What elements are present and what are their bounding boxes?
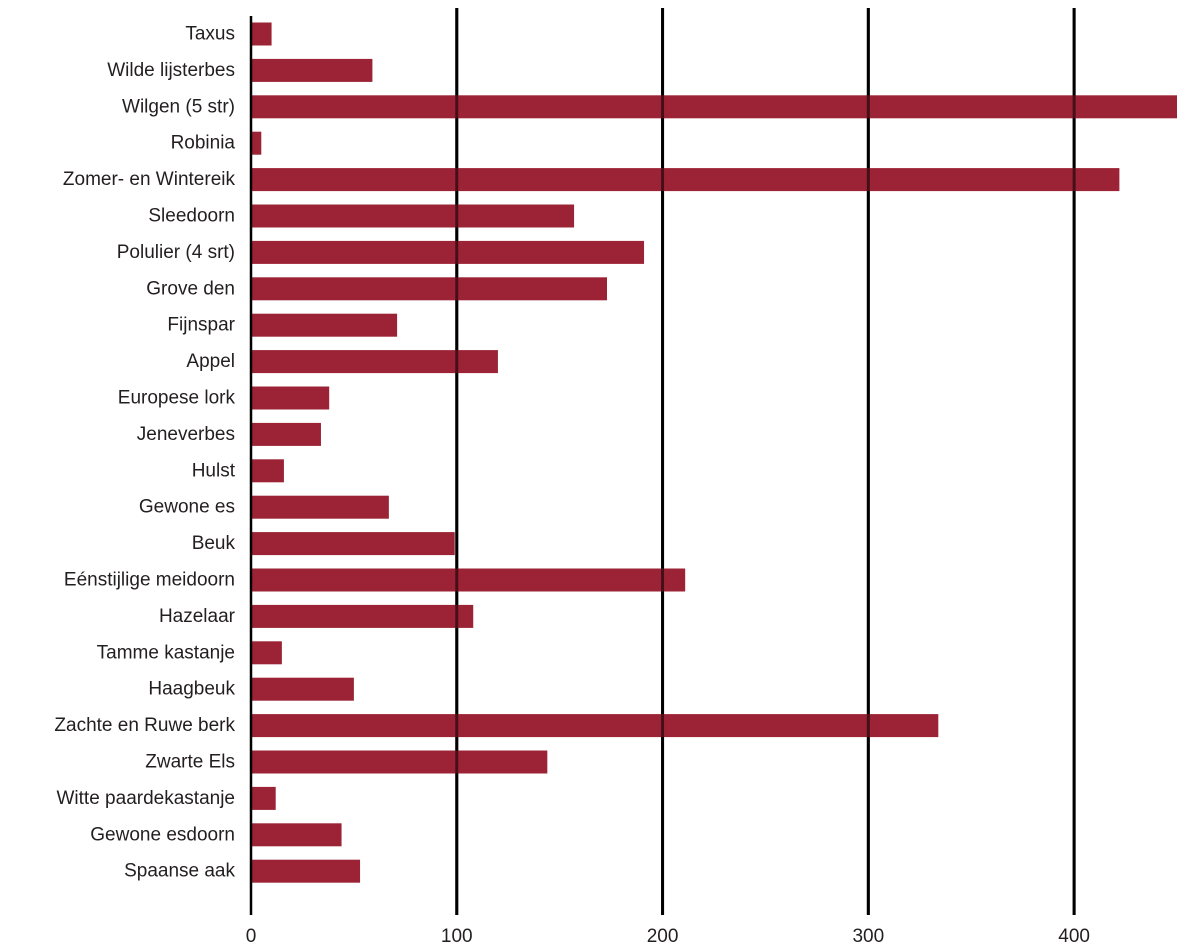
- category-label: Witte paardekastanje: [57, 788, 236, 809]
- bar-6: [251, 204, 575, 228]
- category-label: Taxus: [185, 24, 235, 45]
- category-label: Robinia: [171, 133, 236, 154]
- bar-18: [251, 641, 282, 665]
- bar-1: [251, 22, 272, 46]
- bar-14: [251, 495, 389, 519]
- category-label: Eénstijlige meidoorn: [64, 570, 235, 591]
- bar-22: [251, 786, 276, 810]
- x-tick-label: 0: [246, 926, 257, 947]
- category-label: Polulier (4 srt): [117, 242, 235, 263]
- bar-19: [251, 677, 354, 701]
- category-label: Hazelaar: [159, 606, 236, 627]
- grid-lines: [455, 8, 1076, 915]
- category-labels: Taxus Wilde lijsterbes Wilgen (5 str) Robin…: [54, 24, 235, 882]
- x-axis-tick-labels: 0 100 200 300 400: [246, 926, 1090, 947]
- category-label: Fijnspar: [167, 315, 235, 336]
- bar-23: [251, 823, 342, 847]
- bars: [251, 22, 1177, 883]
- category-label: Europese lork: [118, 388, 236, 409]
- category-label: Zachte en Ruwe berk: [54, 715, 235, 736]
- bar-11: [251, 386, 330, 410]
- bar-16: [251, 568, 686, 592]
- category-label: Haagbeuk: [148, 679, 235, 700]
- bar-4: [251, 131, 262, 155]
- category-label: Wilgen (5 str): [122, 96, 235, 117]
- grid-lines-overlay: [455, 8, 1076, 915]
- category-label: Hulst: [192, 460, 236, 481]
- bar-21: [251, 750, 548, 774]
- x-tick-label: 400: [1058, 926, 1090, 947]
- bar-17: [251, 604, 474, 628]
- bar-9: [251, 313, 398, 337]
- category-label: Appel: [186, 351, 235, 372]
- bar-24: [251, 859, 361, 883]
- x-tick-label: 100: [441, 926, 473, 947]
- bar-8: [251, 277, 607, 301]
- category-label: Zwarte Els: [145, 752, 235, 773]
- bar-10: [251, 350, 498, 374]
- bar-2: [251, 58, 373, 82]
- bar-7: [251, 240, 645, 264]
- category-label: Tamme kastanje: [97, 642, 235, 663]
- category-label: Beuk: [192, 533, 236, 554]
- category-label: Spaanse aak: [124, 861, 235, 882]
- category-label: Grove den: [146, 278, 235, 299]
- bar-15: [251, 532, 455, 556]
- category-label: Gewone es: [139, 497, 235, 518]
- category-label: Sleedoorn: [148, 206, 235, 227]
- bar-12: [251, 422, 321, 446]
- bar-3: [251, 95, 1177, 119]
- bar-5: [251, 168, 1120, 192]
- category-label: Zomer- en Wintereik: [63, 169, 236, 190]
- category-label: Jeneverbes: [137, 424, 235, 445]
- x-tick-label: 200: [647, 926, 679, 947]
- category-label: Gewone esdoorn: [90, 824, 235, 845]
- x-tick-label: 300: [852, 926, 884, 947]
- bar-13: [251, 459, 284, 483]
- category-label: Wilde lijsterbes: [107, 60, 235, 81]
- bar-20: [251, 714, 939, 738]
